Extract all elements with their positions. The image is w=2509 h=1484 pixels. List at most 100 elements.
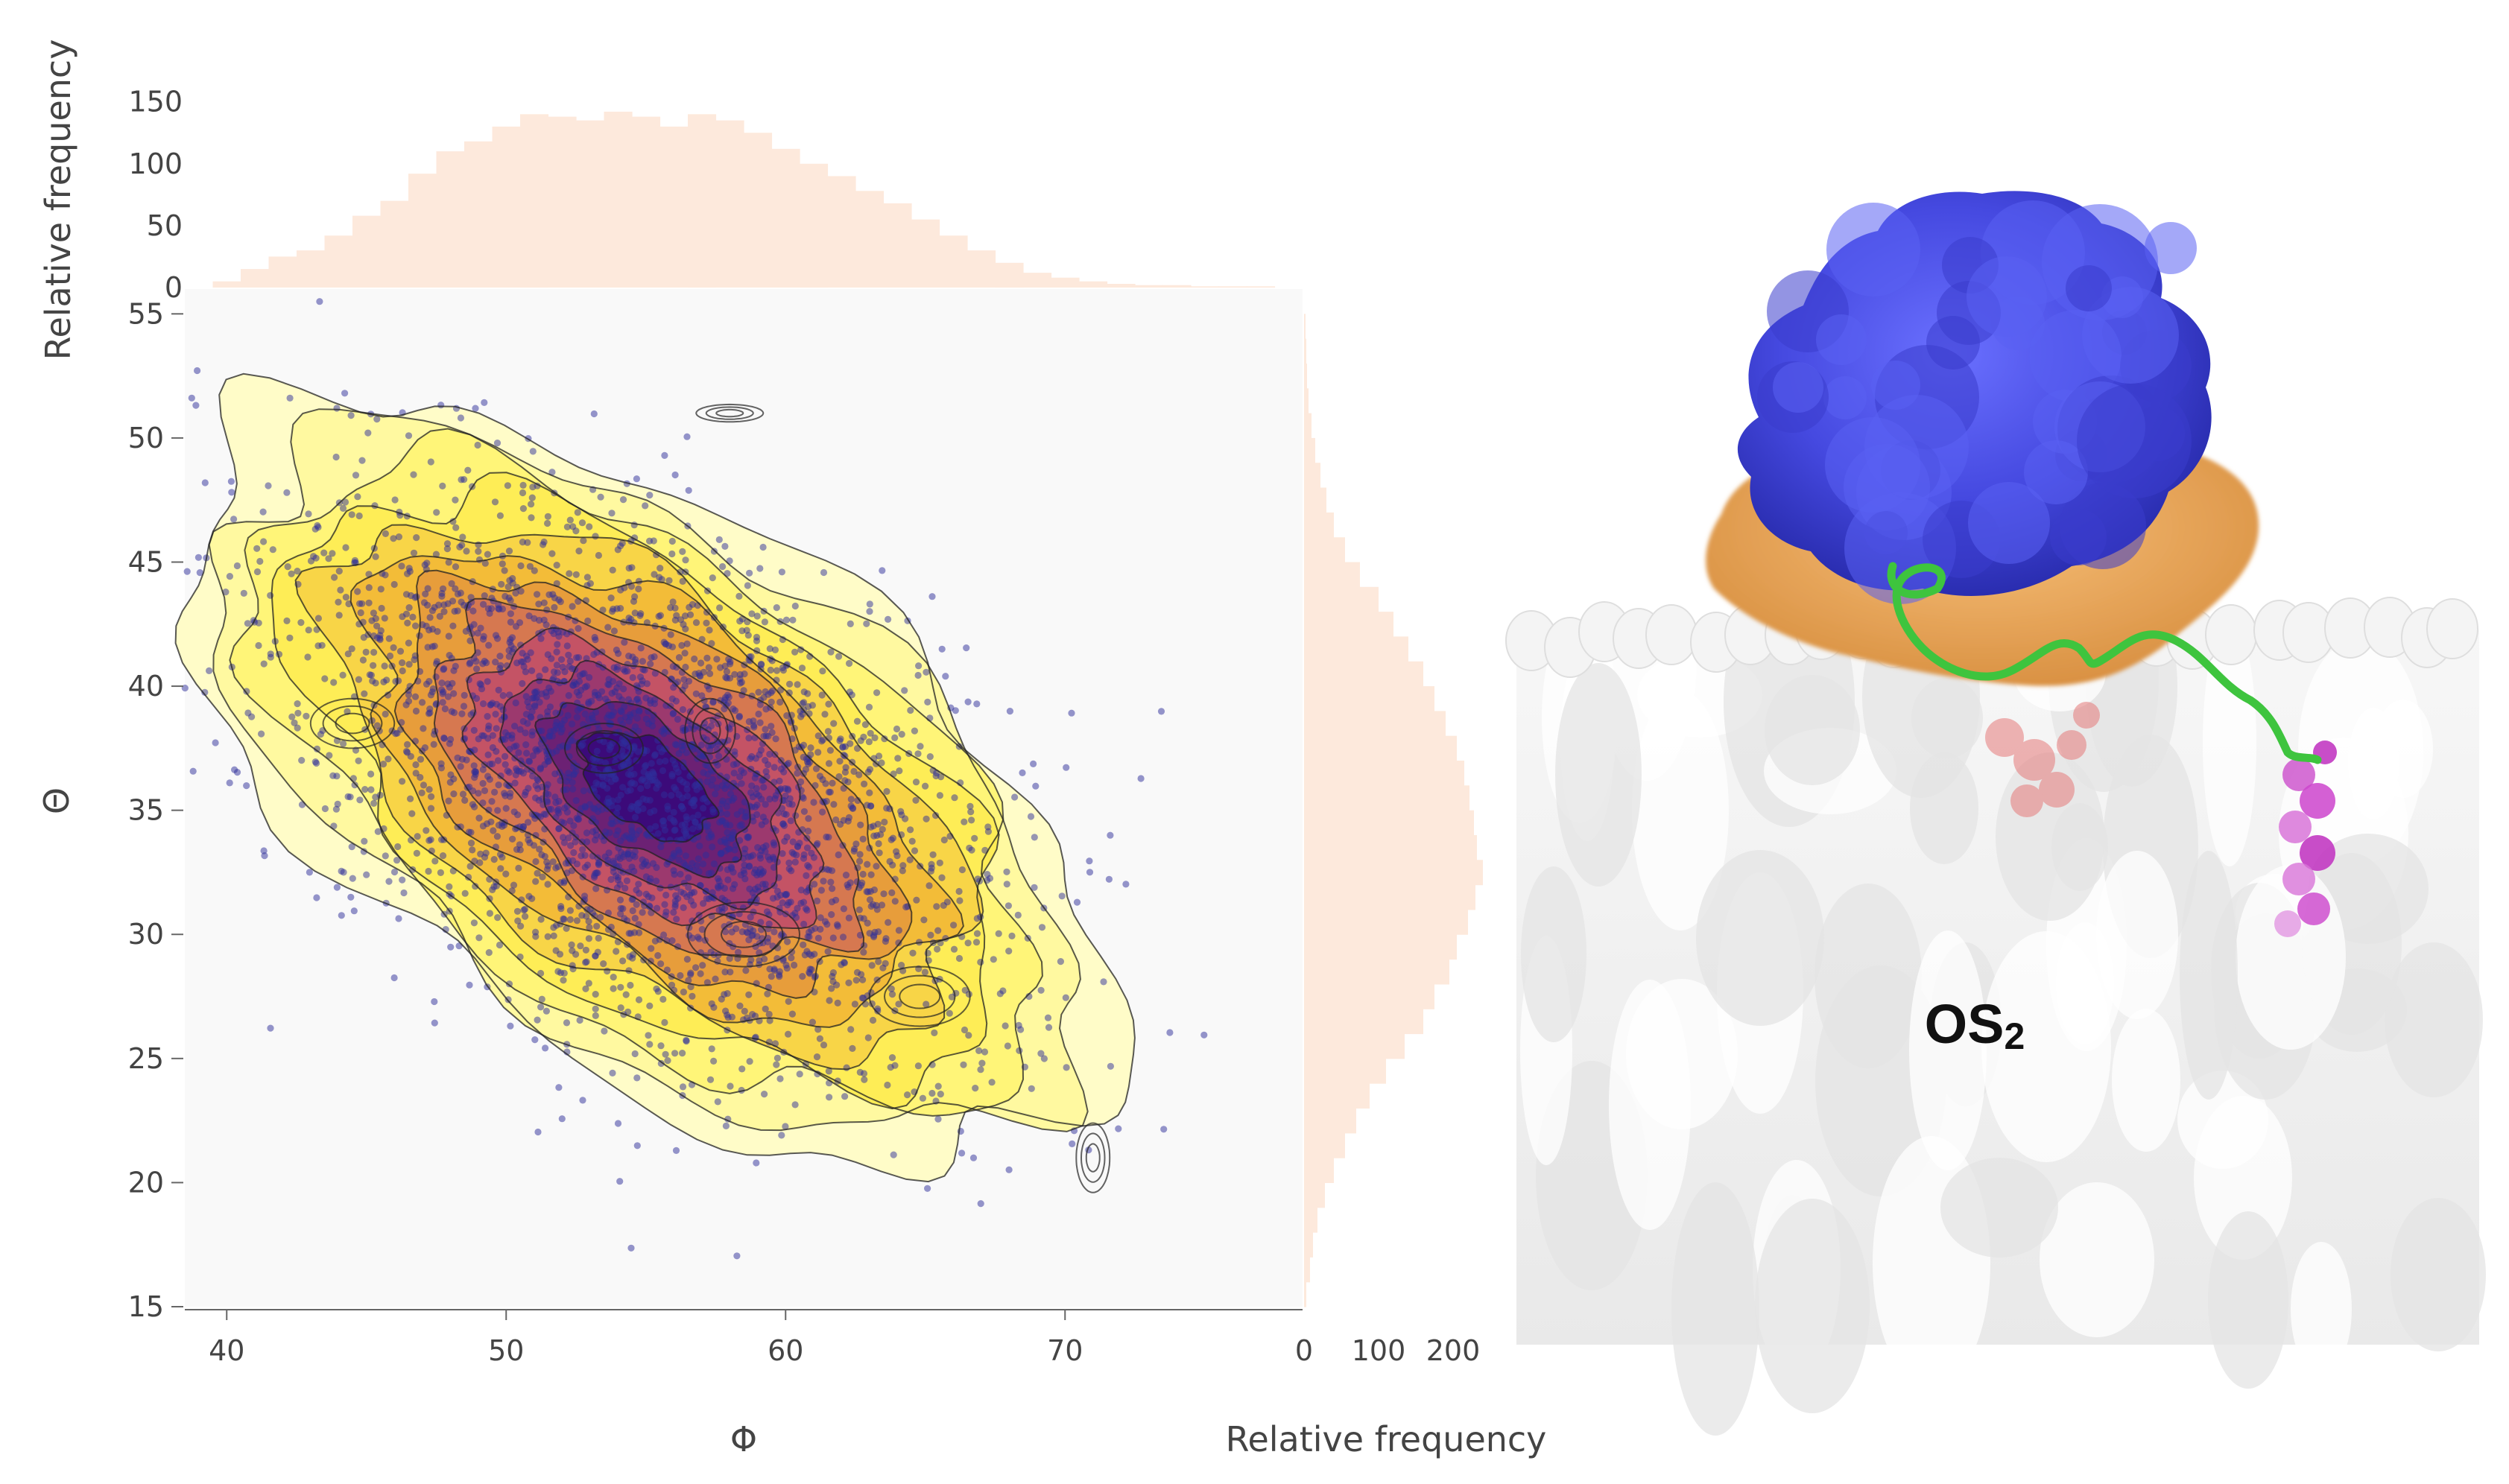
scatter-point (1105, 875, 1113, 883)
scatter-point (642, 715, 650, 723)
scatter-point (1037, 986, 1045, 994)
right-histogram-bar (1304, 785, 1469, 811)
scatter-point (636, 612, 644, 619)
scatter-point (460, 703, 468, 710)
scatter-point (618, 747, 626, 755)
scatter-point (561, 668, 569, 676)
scatter-point (438, 592, 446, 600)
scatter-point (554, 805, 563, 813)
scatter-point (591, 688, 599, 696)
scatter-point (978, 1059, 986, 1067)
scatter-point (975, 1047, 983, 1054)
scatter-point (1032, 782, 1040, 790)
density-contour-line (1080, 1132, 1106, 1183)
molecular-structure-rendering: OS2 (1505, 191, 2486, 1436)
scatter-point (544, 933, 551, 940)
top-histogram-bar (380, 200, 409, 288)
scatter-point (783, 965, 791, 972)
scatter-point (573, 814, 580, 822)
scatter-point (748, 782, 756, 790)
scatter-point (668, 695, 676, 703)
scatter-point (625, 653, 633, 660)
scatter-point (753, 637, 761, 644)
top-histogram-bar (464, 141, 493, 288)
scatter-point (853, 717, 861, 725)
scatter-point (405, 604, 413, 612)
scatter-point (795, 743, 803, 750)
scatter-point (907, 826, 914, 834)
scatter-point (595, 859, 603, 866)
scatter-point (878, 901, 886, 909)
scatter-point (627, 764, 634, 772)
scatter-point (404, 619, 411, 627)
scatter-point (805, 760, 812, 768)
scatter-point (406, 682, 414, 690)
top-histogram-bar (995, 262, 1024, 288)
scatter-point (496, 665, 504, 672)
scatter-point (810, 854, 817, 861)
scatter-point (708, 1045, 715, 1053)
scatter-point (614, 854, 621, 861)
scatter-point (671, 471, 679, 479)
scatter-point (828, 985, 835, 992)
scatter-point (618, 753, 625, 761)
scatter-point (439, 699, 446, 706)
scatter-point (196, 569, 203, 577)
scatter-point (431, 642, 438, 650)
scatter-point (709, 776, 717, 783)
scatter-point (864, 802, 871, 809)
scatter-point (499, 692, 507, 700)
scatter-point (933, 903, 940, 910)
scatter-point (879, 567, 886, 574)
scatter-point (286, 394, 294, 402)
scatter-point (625, 930, 633, 937)
scatter-point (515, 749, 522, 756)
scatter-point (642, 502, 649, 510)
scatter-point (843, 1064, 850, 1071)
scatter-point (607, 594, 615, 602)
scatter-point (399, 659, 406, 667)
scatter-point (439, 852, 447, 860)
scatter-point (493, 882, 501, 890)
scatter-point (520, 663, 528, 670)
scatter-point (592, 831, 600, 839)
scatter-point (321, 805, 329, 813)
scatter-point (682, 625, 689, 632)
scatter-point (534, 869, 541, 877)
scatter-point (589, 714, 596, 722)
scatter-point (473, 665, 481, 673)
scatter-point (560, 878, 569, 885)
scatter-point (836, 758, 844, 765)
top-histogram-bar (436, 151, 465, 288)
scatter-point (470, 762, 478, 770)
scatter-point (621, 884, 629, 892)
density-contour-line (868, 965, 971, 1027)
scatter-point (937, 1091, 944, 1098)
scatter-point (865, 738, 873, 746)
scatter-point (651, 670, 659, 677)
scatter-point (668, 643, 677, 651)
scatter-point (923, 815, 930, 822)
scatter-point (348, 843, 355, 851)
scatter-point (888, 1054, 896, 1062)
scatter-point (568, 941, 575, 948)
scatter-point (768, 723, 775, 730)
scatter-point (660, 726, 668, 733)
scatter-point (929, 851, 937, 858)
scatter-point (776, 698, 784, 706)
scatter-point (489, 732, 497, 739)
scatter-point (967, 808, 975, 816)
scatter-point (592, 952, 599, 960)
scatter-point (880, 890, 888, 898)
scatter-point (441, 705, 449, 713)
structure-label: OS2 (1925, 993, 2025, 1057)
scatter-point (931, 1029, 938, 1036)
scatter-point (776, 1075, 784, 1082)
scatter-point (913, 896, 920, 904)
scatter-point (529, 773, 537, 780)
scatter-point (528, 494, 536, 501)
top-histogram-bar (1051, 277, 1080, 288)
scatter-point (402, 748, 411, 755)
scatter-point (552, 864, 560, 872)
scatter-point (477, 624, 484, 632)
